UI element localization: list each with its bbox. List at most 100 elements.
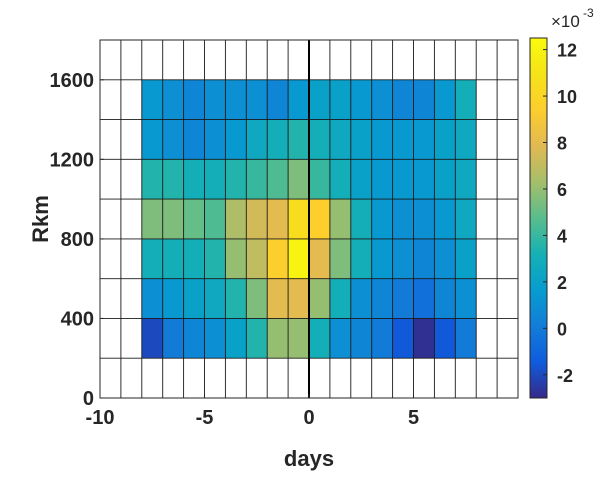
x-tick-label: 0 xyxy=(303,407,314,429)
heatmap-cell xyxy=(309,238,330,279)
heatmap-cell xyxy=(350,199,372,239)
heatmap-cell xyxy=(455,119,477,160)
heatmap-cell xyxy=(329,238,351,279)
colorbar-tick-label: -2 xyxy=(557,366,573,386)
heatmap-cell xyxy=(204,278,226,319)
heatmap-cell xyxy=(288,79,309,120)
heatmap-cell xyxy=(267,318,289,359)
y-tick-label: 400 xyxy=(61,308,94,330)
heatmap-cell xyxy=(183,79,205,120)
heatmap-cell xyxy=(141,119,163,160)
heatmap-cell xyxy=(288,278,309,319)
heatmap-cell xyxy=(162,238,184,279)
heatmap-cell xyxy=(267,199,289,239)
heatmap-cell xyxy=(392,79,414,120)
heatmap-cell xyxy=(204,199,226,239)
heatmap-cell xyxy=(329,119,351,160)
heatmap-cell xyxy=(371,199,393,239)
heatmap-cell xyxy=(413,278,435,319)
heatmap-cell xyxy=(413,199,435,239)
colorbar-tick-label: 0 xyxy=(557,319,567,339)
heatmap-cell xyxy=(392,199,414,239)
heatmap-cells xyxy=(141,79,477,359)
heatmap-cell xyxy=(350,159,372,200)
heatmap-cell xyxy=(288,238,309,279)
heatmap-cell xyxy=(329,159,351,200)
heatmap-cell xyxy=(392,119,414,160)
heatmap-cell xyxy=(246,199,268,239)
colorbar-tick-label: 6 xyxy=(557,180,567,200)
x-axis-ticks: -10 -5 0 5 xyxy=(86,394,419,429)
colorbar-tick-label: 4 xyxy=(557,226,567,246)
heatmap-cell xyxy=(413,159,435,200)
heatmap-cell xyxy=(455,79,477,120)
heatmap-cell xyxy=(434,159,456,200)
colorbar-gradient xyxy=(529,37,548,399)
x-tick-label: -5 xyxy=(196,407,214,429)
colorbar-exponent-base: ×10 xyxy=(551,12,580,31)
heatmap-cell xyxy=(183,318,205,359)
heatmap-cell xyxy=(204,318,226,359)
heatmap-cell xyxy=(141,79,163,120)
y-tick-label: 1200 xyxy=(50,149,95,171)
heatmap-cell xyxy=(267,238,289,279)
heatmap-cell xyxy=(141,238,163,279)
heatmap-cell xyxy=(434,199,456,239)
heatmap-cell xyxy=(183,278,205,319)
x-tick-label: -10 xyxy=(86,407,115,429)
heatmap-cell xyxy=(204,159,226,200)
heatmap-cell xyxy=(204,79,226,120)
heatmap-cell xyxy=(309,199,330,239)
heatmap-cell xyxy=(309,318,330,359)
heatmap-cell xyxy=(162,318,184,359)
heatmap-cell xyxy=(225,79,247,120)
heatmap-cell xyxy=(309,79,330,120)
heatmap-cell xyxy=(246,278,268,319)
colorbar-exponent-power: -3 xyxy=(583,6,594,20)
heatmap-cell xyxy=(141,159,163,200)
heatmap-cell xyxy=(225,119,247,160)
heatmap-cell xyxy=(329,199,351,239)
heatmap-cell xyxy=(183,199,205,239)
heatmap-cell xyxy=(434,238,456,279)
heatmap-cell xyxy=(371,79,393,120)
heatmap-cell xyxy=(350,278,372,319)
heatmap-cell xyxy=(183,159,205,200)
heatmap-cell xyxy=(413,119,435,160)
heatmap-cell xyxy=(371,318,393,359)
heatmap-cell xyxy=(371,159,393,200)
heatmap-cell xyxy=(141,199,163,239)
heatmap-cell xyxy=(288,119,309,160)
heatmap-cell xyxy=(371,238,393,279)
heatmap-cell xyxy=(434,278,456,319)
heatmap-cell xyxy=(392,159,414,200)
colorbar-tick-label: 12 xyxy=(557,41,577,61)
heatmap-cell xyxy=(413,79,435,120)
heatmap-cell xyxy=(246,79,268,120)
heatmap-cell xyxy=(329,318,351,359)
heatmap-cell xyxy=(455,199,477,239)
heatmap-cell xyxy=(204,238,226,279)
heatmap-cell xyxy=(162,278,184,319)
heatmap-cell xyxy=(455,318,477,359)
heatmap-cell xyxy=(434,119,456,160)
heatmap-cell xyxy=(392,318,414,359)
heatmap-cell xyxy=(350,79,372,120)
heatmap-cell xyxy=(246,238,268,279)
heatmap-cell xyxy=(455,238,477,279)
heatmap-cell xyxy=(392,278,414,319)
heatmap-cell xyxy=(267,119,289,160)
y-tick-label: 1600 xyxy=(50,70,95,92)
heatmap-cell xyxy=(350,318,372,359)
heatmap-cell xyxy=(225,199,247,239)
colorbar-tick-label: 10 xyxy=(557,87,577,107)
heatmap-cell xyxy=(267,278,289,319)
heatmap-cell xyxy=(183,119,205,160)
heatmap-cell xyxy=(350,238,372,279)
heatmap-cell xyxy=(309,278,330,319)
heatmap-cell xyxy=(350,119,372,160)
heatmap-cell xyxy=(455,278,477,319)
heatmap-cell xyxy=(141,278,163,319)
y-axis-label: Rkm xyxy=(28,195,53,243)
